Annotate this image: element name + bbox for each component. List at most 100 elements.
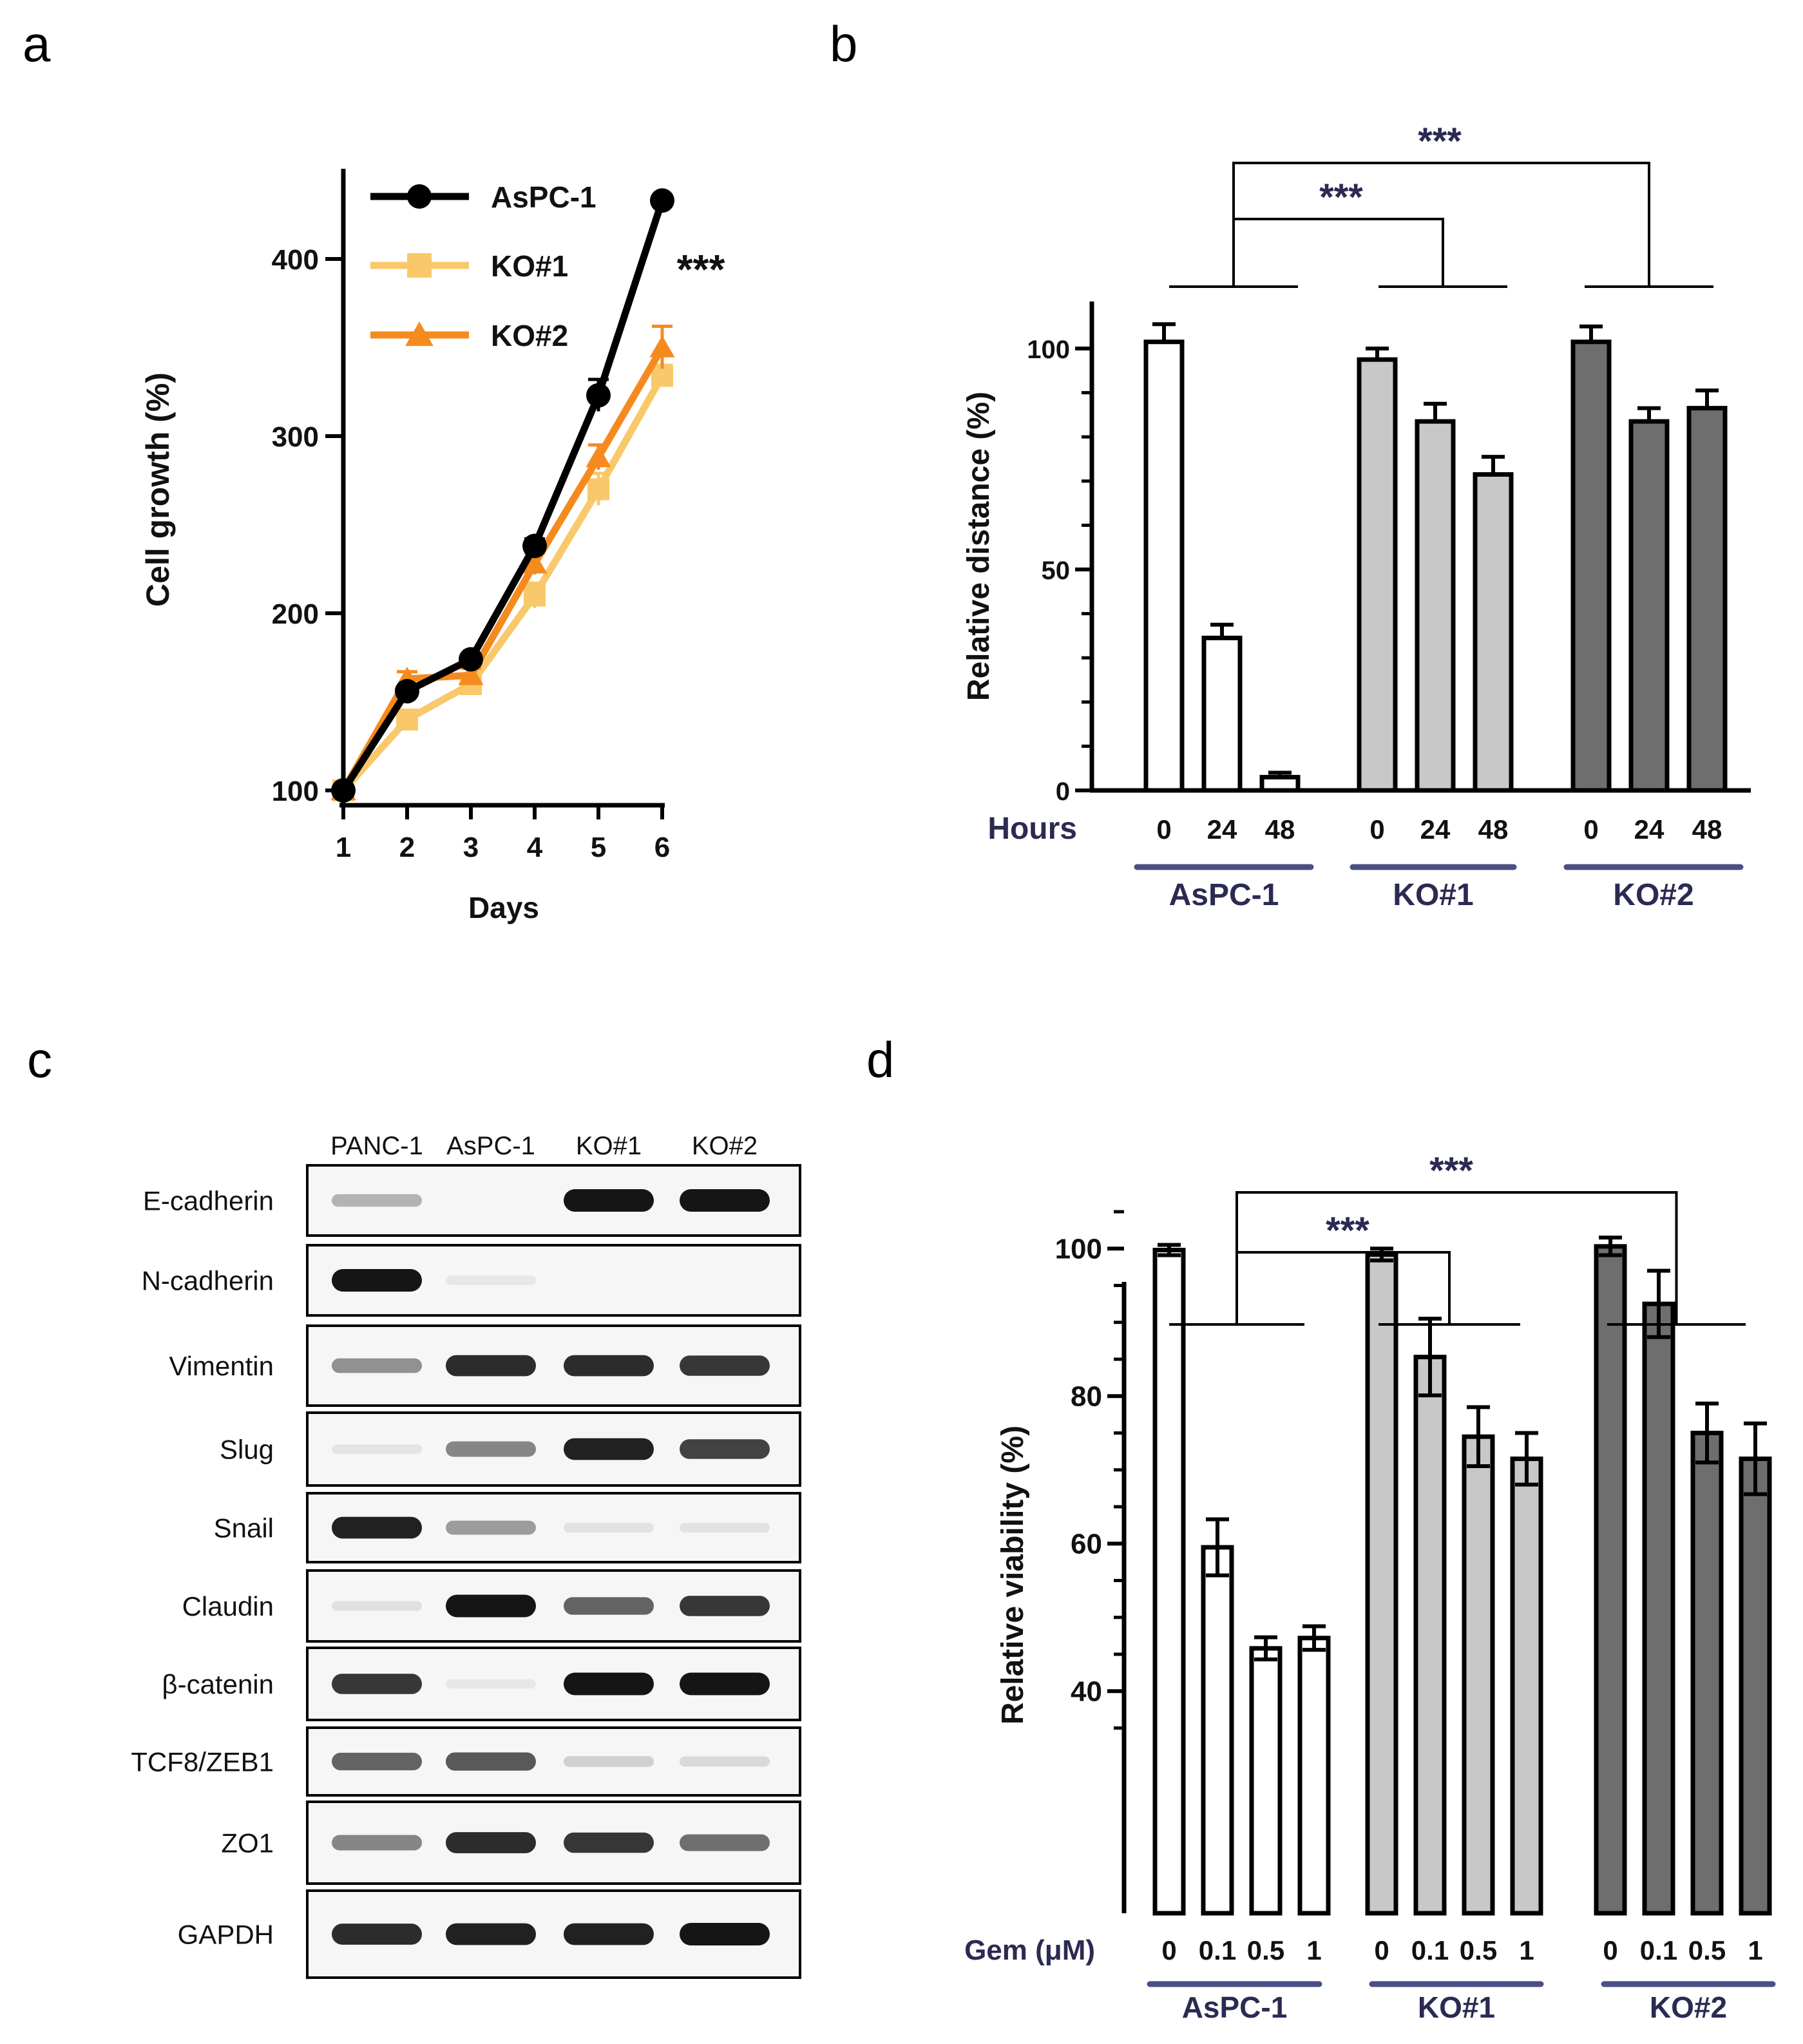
panel-letter-d: d: [866, 1031, 894, 1088]
blot-band: [564, 1923, 654, 1945]
bar: [1365, 1252, 1398, 1916]
series-ko-1: [332, 363, 673, 801]
x-tick-label: 0.5: [1688, 1935, 1726, 1965]
blot-row-n-cadherin: N-cadherin: [142, 1244, 801, 1317]
blot-row-vimentin: Vimentin: [169, 1324, 801, 1407]
x-tick-label: 0.5: [1247, 1935, 1284, 1965]
blot-row-label: Claudin: [182, 1591, 274, 1621]
data-point: [587, 478, 609, 501]
blot-row-label: Vimentin: [169, 1351, 274, 1381]
x-tick-label: 5: [591, 832, 606, 863]
blot-band: [446, 1441, 536, 1457]
significance-bracket: [1232, 218, 1444, 287]
y-tick-label: 80: [1071, 1380, 1102, 1412]
blot-row-snail: Snail: [214, 1492, 801, 1563]
x-tick-label: 1: [1306, 1935, 1321, 1965]
group-label: KO#2: [1650, 1991, 1727, 2024]
x-tick-label: 48: [1265, 814, 1295, 845]
x-axis-title: Days: [468, 891, 539, 924]
blot-band: [680, 1523, 770, 1533]
significance-brackets: *** ***: [1169, 120, 1713, 288]
blot-row-label: E-cadherin: [143, 1186, 274, 1216]
panel-letter-c: c: [27, 1031, 52, 1088]
y-tick-label: 0: [1056, 778, 1070, 806]
blot-row-label: β-catenin: [162, 1669, 274, 1699]
lane-label: KO#2: [692, 1132, 758, 1160]
significance-brackets: *** ***: [1169, 1150, 1746, 1326]
x-tick-label: 24: [1420, 814, 1451, 845]
x-tick-label: 0: [1369, 814, 1384, 845]
blot-band: [332, 1444, 422, 1454]
group-label: AsPC-1: [1169, 878, 1279, 912]
significance-label: ***: [1326, 1210, 1369, 1252]
data-point: [586, 383, 611, 408]
group-label: KO#1: [1418, 1991, 1495, 2024]
legend-marker: [407, 253, 432, 278]
bar: [1473, 472, 1514, 793]
blot-band: [446, 1520, 536, 1535]
x-tick-label: 0.5: [1460, 1935, 1497, 1965]
blot-band: [564, 1756, 654, 1767]
blot-band: [564, 1672, 654, 1695]
bar-group-ko-2: 0 24 48 KO#2: [1563, 324, 1744, 912]
blot-row-label: TCF8/ZEB1: [131, 1747, 274, 1777]
series-line: [340, 199, 666, 792]
y-tick-label: 40: [1071, 1676, 1102, 1707]
blot-band: [332, 1269, 422, 1292]
blot-row-label: GAPDH: [178, 1920, 274, 1950]
x-tick-label: 48: [1478, 814, 1509, 845]
blot-band: [332, 1516, 422, 1539]
blot-band: [680, 1596, 770, 1616]
x-tick-label: 0.1: [1411, 1935, 1449, 1965]
bar: [1686, 406, 1728, 793]
bar: [1249, 1646, 1283, 1916]
significance-bracket: [1235, 1191, 1678, 1324]
group-label: KO#2: [1613, 878, 1693, 912]
x-tick-label: 0: [1583, 814, 1598, 845]
lane-label: AsPC-1: [446, 1132, 535, 1160]
legend-item-aspc-1: AsPC-1: [370, 180, 596, 214]
blot-band: [446, 1923, 536, 1945]
blot-band: [332, 1752, 422, 1771]
blot-row-gapdh: GAPDH: [178, 1889, 801, 1979]
bar: [1415, 419, 1456, 793]
series-line: [340, 345, 665, 792]
bar-group-ko-1: 0 0.1 0.5 1 KO#1: [1365, 1246, 1544, 2024]
blot-band: [564, 1438, 654, 1460]
x-tick-label: 24: [1634, 814, 1665, 845]
bar: [1462, 1434, 1495, 1916]
blot-band: [332, 1674, 422, 1694]
bar: [1628, 419, 1670, 793]
data-point: [396, 709, 418, 731]
x-tick-label: 1: [1748, 1935, 1762, 1965]
legend-label: KO#1: [491, 249, 568, 283]
bar: [1642, 1301, 1675, 1916]
blot-band: [564, 1832, 654, 1853]
legend: AsPC-1 KO#1 KO#2: [370, 180, 596, 352]
blot-band: [446, 1679, 536, 1689]
blot-band: [564, 1523, 654, 1533]
x-tick-label: 1: [336, 832, 351, 863]
x-tick-label: 2: [399, 832, 415, 863]
bar: [1413, 1355, 1447, 1916]
data-point: [586, 445, 611, 468]
bar-group-ko-2: 0 0.1 0.5 1 KO#2: [1594, 1236, 1776, 2024]
blot-row-slug: Slug: [220, 1411, 801, 1487]
blot-row-label: Snail: [214, 1513, 274, 1543]
blot-band: [680, 1756, 770, 1767]
x-tick-label: 48: [1692, 814, 1722, 845]
lane-label: KO#1: [576, 1132, 642, 1160]
blot-band: [332, 1601, 422, 1611]
x-tick-label: 1: [1519, 1935, 1534, 1965]
blot-row-e-cadherin: E-cadherin: [143, 1164, 801, 1237]
bar: [1143, 339, 1185, 793]
blot-band: [680, 1439, 770, 1459]
bar: [1297, 1636, 1331, 1916]
bar: [1201, 635, 1243, 793]
bar-group-aspc-1: 0 0.1 0.5 1 AsPC-1: [1147, 1243, 1331, 2024]
x-tick-label: 6: [654, 832, 670, 863]
significance-label: ***: [1418, 120, 1462, 162]
blot-band: [564, 1189, 654, 1212]
